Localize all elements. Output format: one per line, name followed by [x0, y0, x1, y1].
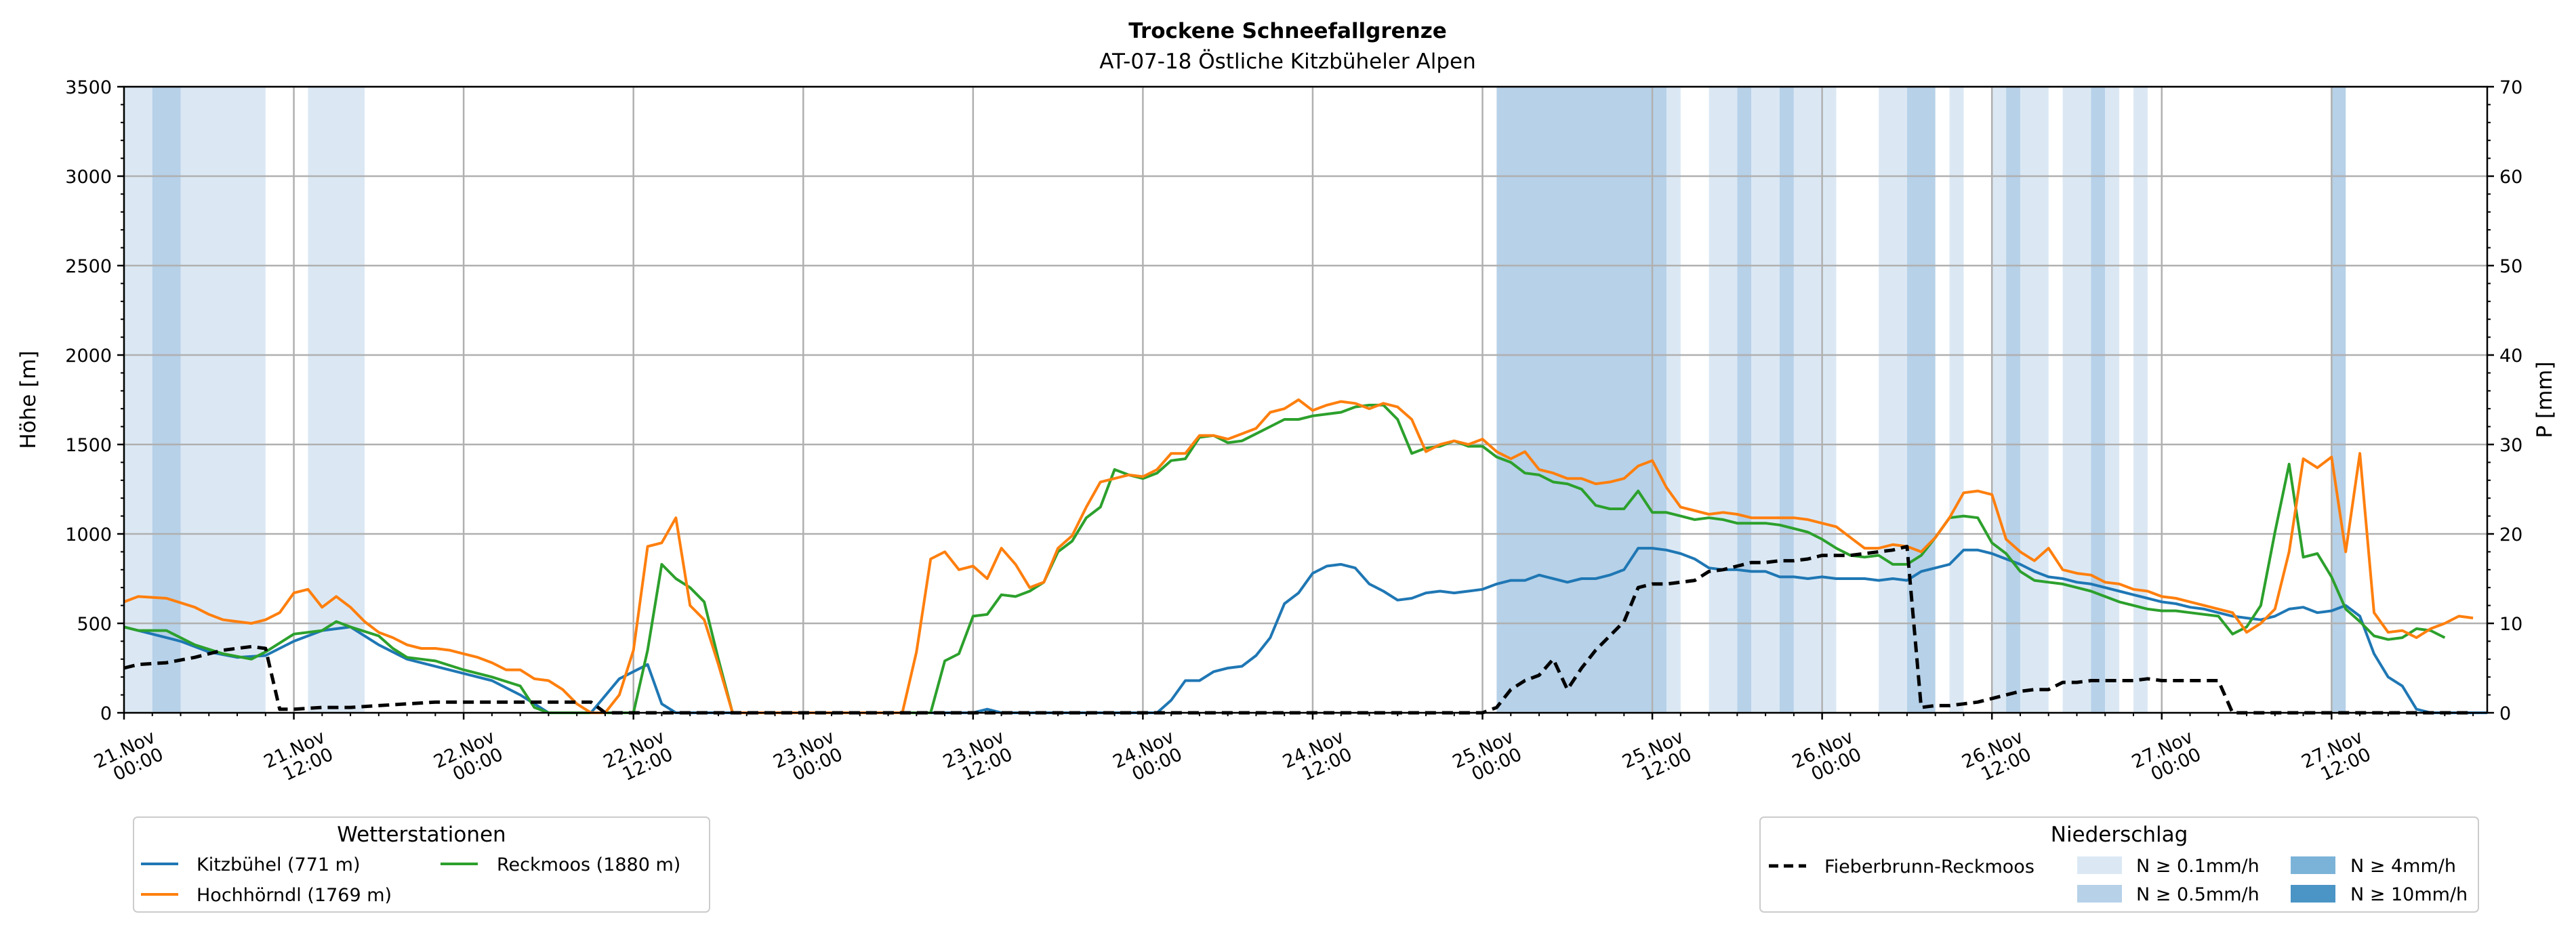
y-tick-label-1: 500 [77, 614, 112, 635]
precip-band-5 [1666, 87, 1681, 713]
legend-label-kitzbuehel: Kitzbühel (771 m) [197, 854, 361, 875]
x-axis: 21.Nov00:00 21.Nov12:00 22.Nov00:00 22.Nov1… [91, 713, 2474, 790]
legend-label-reckmoos: Reckmoos (1880 m) [497, 854, 680, 875]
legend-stations-frame [133, 816, 710, 913]
legend-stations: Wetterstationen Kitzbühel (771 m) Reckmo… [133, 816, 710, 913]
y-tick-label-7: 3500 [65, 77, 112, 98]
chart-title: Trockene Schneefallgrenze [1128, 19, 1447, 43]
y-tick-label-6: 3000 [65, 167, 112, 188]
precipitation-bands [124, 87, 2346, 713]
x-tick-label-11: 26.Nov12:00 [1959, 726, 2035, 790]
precip-band-6 [1709, 87, 1738, 713]
x-tick-label-3: 22.Nov12:00 [600, 726, 676, 790]
precip-band-7 [1737, 87, 1752, 713]
x-tick-label-6: 24.Nov00:00 [1110, 726, 1186, 790]
legend-label-n10: N ≥ 10mm/h [2350, 884, 2468, 905]
x-tick-label-0: 21.Nov00:00 [91, 726, 167, 790]
series-line-0 [123, 547, 2487, 714]
y2-tick-label-5: 50 [2499, 256, 2522, 277]
legend-precipitation: Niederschlag Fieberbrunn-Reckmoos N ≥ 0.… [1759, 816, 2479, 913]
precip-band-3 [308, 87, 365, 713]
legend-swatch-n4 [2291, 856, 2335, 874]
y-axis-right: 0 10 20 30 40 50 60 70 [2487, 77, 2522, 724]
precip-band-17 [2062, 87, 2091, 713]
precip-band-8 [1751, 87, 1780, 713]
legend-label-hochhoerndl: Hochhörndl (1769 m) [197, 885, 392, 906]
legend-label-fieberbrunn: Fieberbrunn-Reckmoos [1824, 856, 2035, 877]
y-tick-label-2: 1000 [65, 524, 112, 545]
precip-band-10 [1793, 87, 1837, 713]
precip-band-11 [1879, 87, 1907, 713]
y2-tick-label-6: 60 [2499, 167, 2522, 188]
x-tick-label-12: 27.Nov00:00 [2129, 726, 2205, 790]
chart-subtitle: AT-07-18 Östliche Kitzbüheler Alpen [1099, 49, 1475, 74]
precip-band-0 [124, 87, 152, 713]
y2-tick-label-4: 40 [2499, 346, 2522, 367]
precip-band-9 [1779, 87, 1794, 713]
precip-band-14 [1992, 87, 2007, 713]
legend-swatch-n05 [2077, 885, 2122, 903]
y2-tick-label-1: 10 [2499, 614, 2522, 635]
x-tick-label-4: 23.Nov00:00 [770, 726, 846, 790]
data-series [123, 398, 2487, 715]
precip-band-4 [1496, 87, 1667, 713]
precip-band-1 [152, 87, 181, 713]
y-axis-label: Höhe [m] [16, 350, 41, 449]
y-tick-label-3: 1500 [65, 435, 112, 456]
y-tick-label-4: 2000 [65, 346, 112, 367]
y2-tick-label-3: 30 [2499, 435, 2522, 456]
legend-label-n4: N ≥ 4mm/h [2350, 856, 2456, 877]
y2-tick-label-7: 70 [2499, 77, 2522, 98]
precip-band-20 [2133, 87, 2148, 713]
x-tick-label-5: 23.Nov12:00 [940, 726, 1016, 790]
series-line-3 [123, 545, 2474, 715]
grid-lines [123, 85, 2487, 714]
precip-band-15 [2006, 87, 2020, 713]
precip-band-13 [1949, 87, 1964, 713]
legend-precip-title: Niederschlag [2051, 823, 2188, 847]
x-tick-label-9: 25.Nov12:00 [1619, 726, 1695, 790]
precip-band-21 [2331, 87, 2346, 713]
series-line-1 [123, 398, 2474, 714]
legend-stations-title: Wetterstationen [337, 823, 506, 847]
precip-band-19 [2105, 87, 2120, 713]
y-tick-label-5: 2500 [65, 256, 112, 277]
x-tick-label-2: 22.Nov00:00 [430, 726, 506, 790]
plot-frame [123, 85, 2489, 714]
x-tick-label-10: 26.Nov00:00 [1789, 726, 1865, 790]
precip-band-16 [2020, 87, 2049, 713]
x-tick-label-7: 24.Nov12:00 [1280, 726, 1355, 790]
y-axis-left: 0 500 1000 1500 2000 2500 3000 3500 [65, 77, 124, 724]
legend-swatch-n01 [2077, 856, 2122, 874]
precip-band-18 [2091, 87, 2106, 713]
x-tick-label-8: 25.Nov00:00 [1450, 726, 1526, 790]
y2-tick-label-2: 20 [2499, 524, 2522, 545]
y2-axis-label: P [mm] [2533, 361, 2557, 438]
legend-label-n05: N ≥ 0.5mm/h [2136, 884, 2260, 905]
legend-label-n01: N ≥ 0.1mm/h [2136, 856, 2260, 877]
series-line-2 [123, 403, 2446, 714]
y-tick-label-0: 0 [100, 703, 112, 724]
y2-tick-label-0: 0 [2499, 703, 2511, 724]
precip-band-12 [1906, 87, 1936, 713]
x-tick-label-13: 27.Nov12:00 [2298, 726, 2374, 790]
legend-swatch-n10 [2291, 885, 2335, 903]
x-tick-label-1: 21.Nov12:00 [261, 726, 337, 790]
